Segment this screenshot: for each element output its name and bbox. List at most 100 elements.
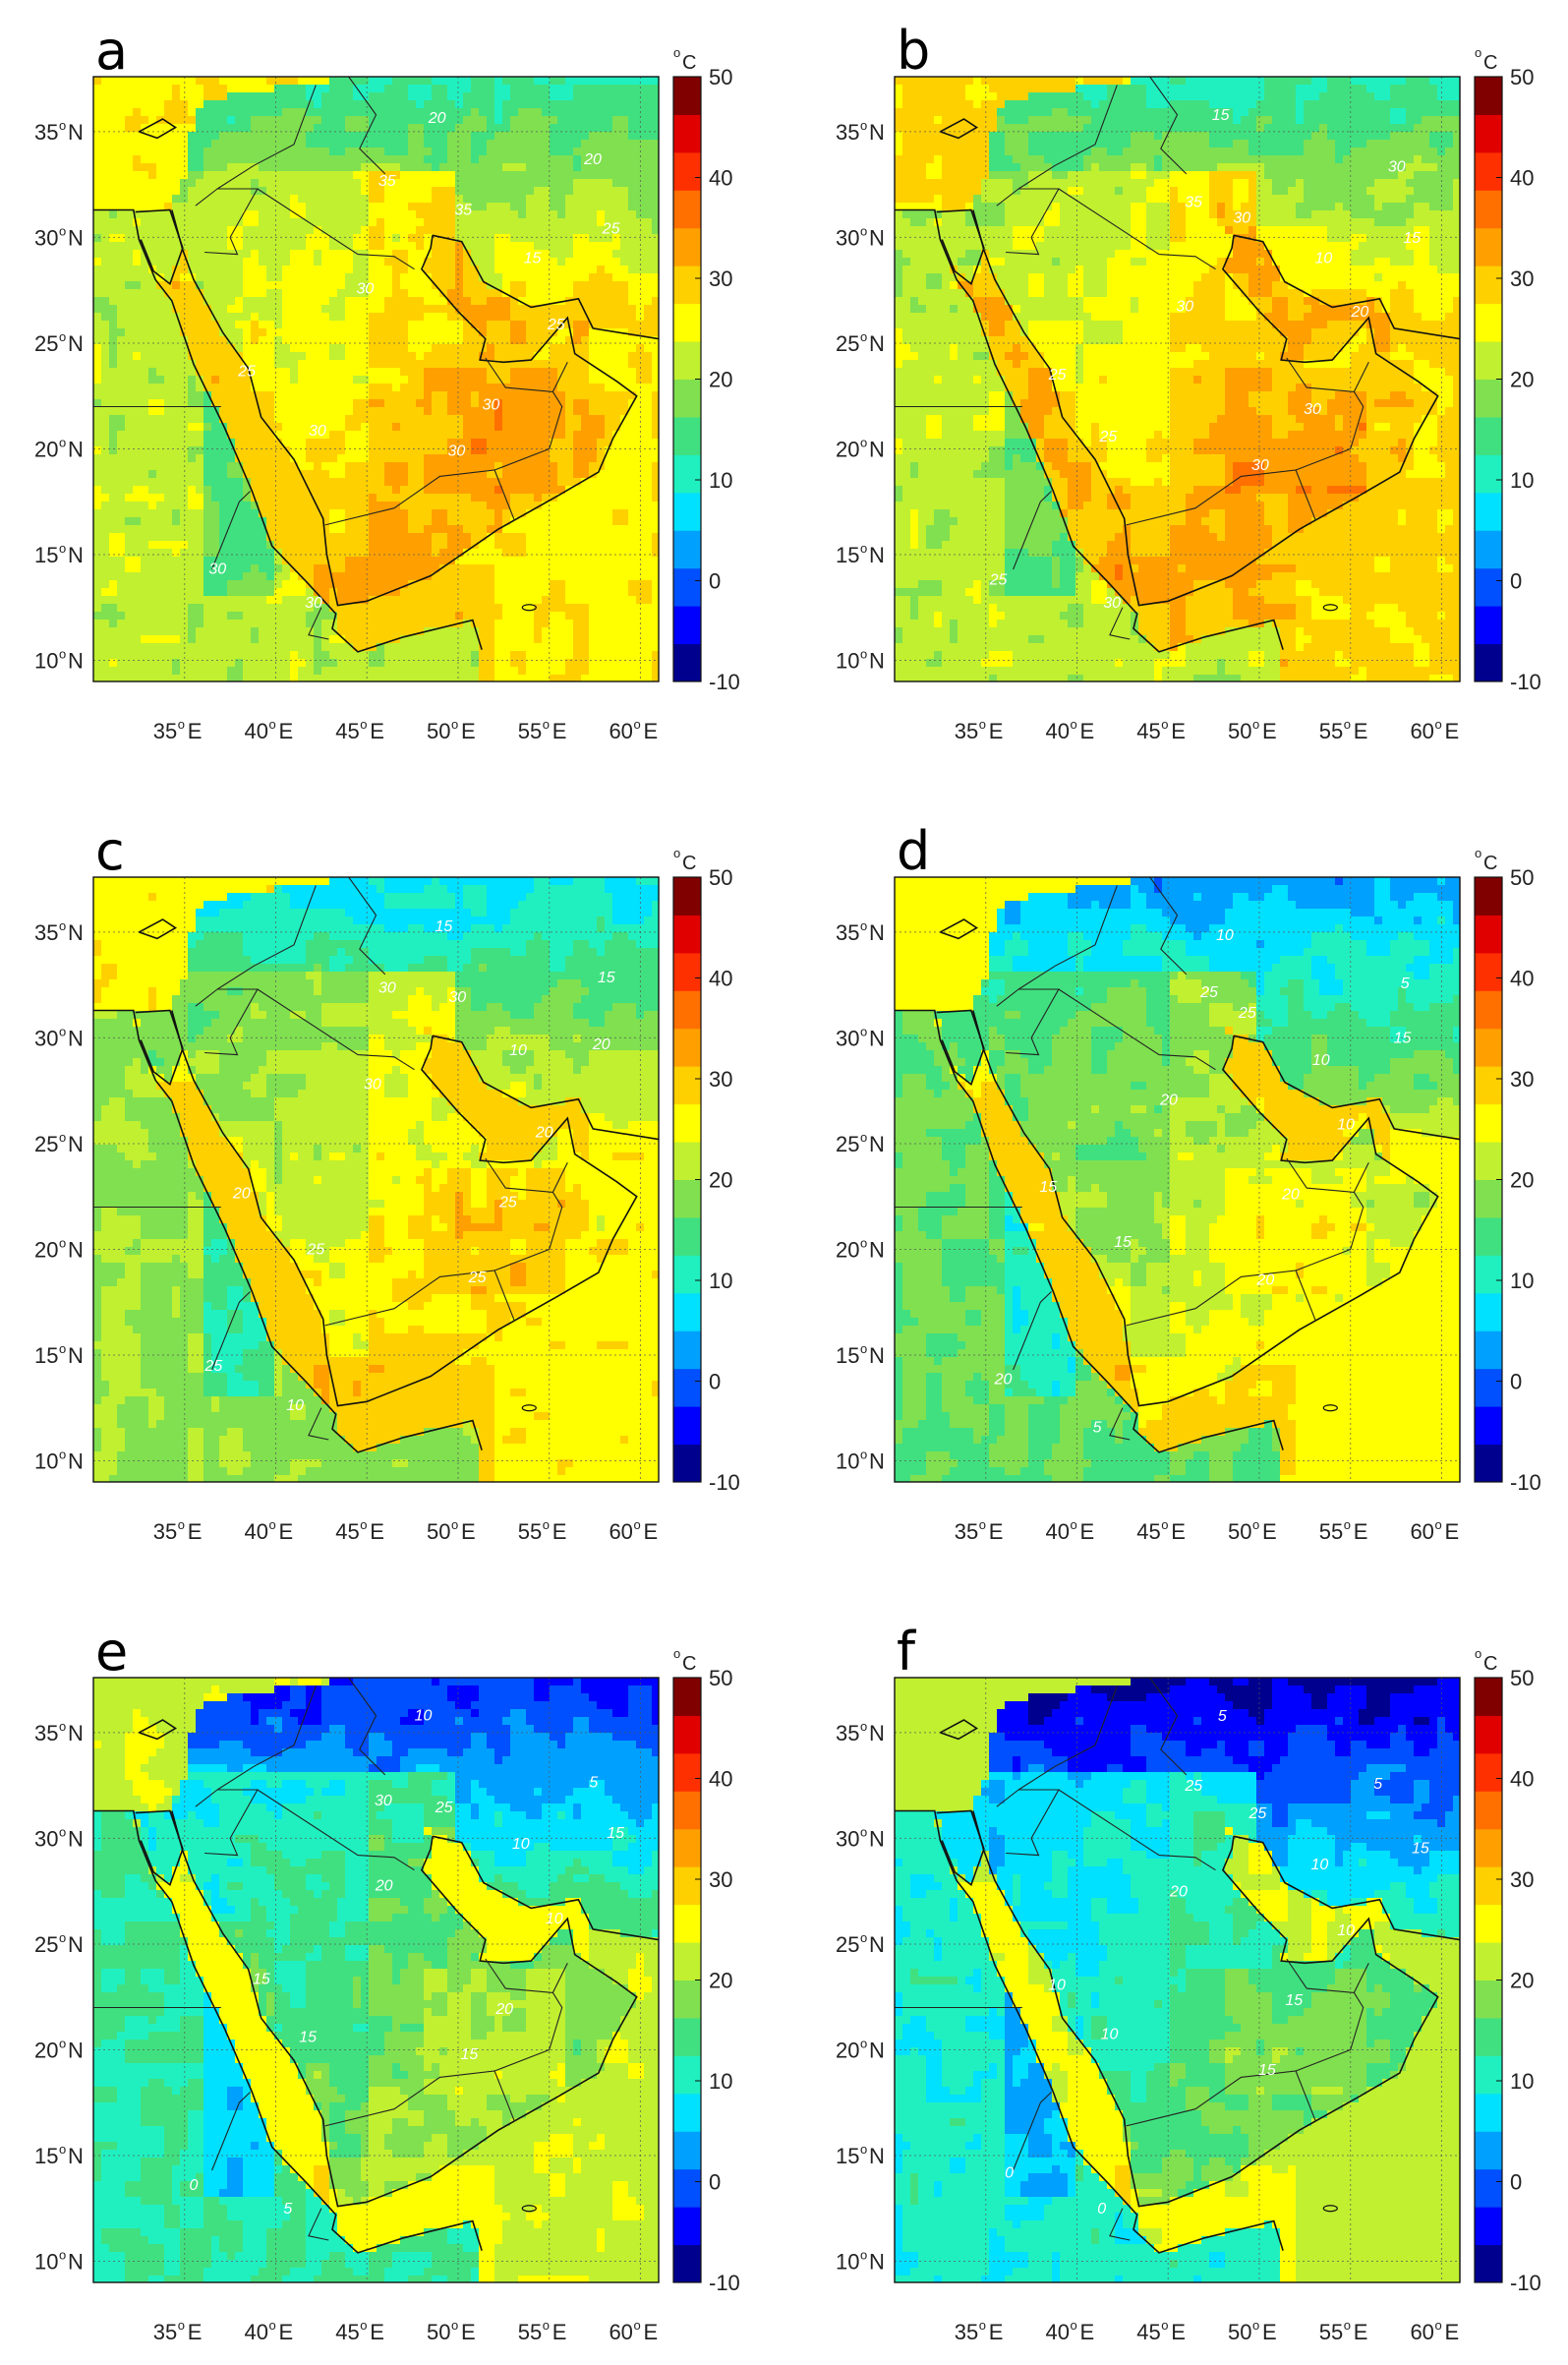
contour-label: 30 — [357, 280, 375, 297]
lat-tick-label: 35 o N — [34, 1719, 84, 1745]
lat-tick-label: 35 o N — [836, 918, 885, 945]
lon-tick-label: 35 o E — [955, 2318, 1004, 2344]
colorbar-segment — [1475, 1028, 1502, 1067]
lat-tick-label: 30 o N — [836, 223, 885, 250]
colorbar-tick-label: 10 — [709, 2069, 732, 2094]
colorbar-segment — [673, 530, 701, 569]
contour-label: 30 — [448, 989, 466, 1006]
colorbar-tick-label: 20 — [709, 1168, 732, 1193]
contour-label: 25 — [547, 317, 565, 333]
contour-label: 15 — [253, 1971, 270, 1987]
colorbar-tick-label: 10 — [1510, 468, 1534, 493]
lat-tick-label: 25 o N — [34, 329, 84, 356]
colorbar: 50 40 30 20 10 0 -10 o C — [1474, 45, 1541, 694]
colorbar-tick-label: 30 — [1510, 1067, 1534, 1092]
graticule — [93, 1678, 659, 2282]
lat-tick-label: 10 o N — [836, 2247, 885, 2274]
colorbar-tick-label: -10 — [709, 2271, 740, 2295]
country-borders — [93, 1678, 568, 2241]
colorbar-segment — [1475, 190, 1502, 229]
contour-label: 30 — [482, 396, 499, 413]
colorbar-segment — [673, 454, 701, 494]
lon-tick-label: 35 o E — [955, 1517, 1004, 1544]
colorbar-segment — [673, 1406, 701, 1446]
coastlines — [93, 1719, 659, 2254]
colorbar-segment — [1475, 1216, 1502, 1256]
colorbar-segment — [1475, 114, 1502, 153]
colorbar-segment — [673, 2017, 701, 2056]
contour-label: 25 — [306, 1241, 324, 1258]
colorbar-segment — [1475, 2207, 1502, 2246]
colorbar-segment — [673, 1752, 701, 1792]
coastlines — [895, 1719, 1460, 2254]
colorbar-segment — [1475, 1715, 1502, 1754]
contour-label: 10 — [1048, 1978, 1066, 1994]
contour-label: 20 — [1255, 1272, 1274, 1289]
lon-tick-label: 35 o E — [153, 2318, 203, 2344]
colorbar-segment — [673, 303, 701, 342]
contour-label: 25 — [498, 1194, 517, 1211]
colorbar-segment — [673, 2093, 701, 2132]
contour-label: 15 — [1258, 2062, 1276, 2079]
colorbar-tick-label: 0 — [1510, 569, 1522, 594]
colorbar-segment — [1475, 1678, 1502, 1716]
panel-b: 35 30 30 30 30 25 25 20 15 30 30 25 15 10 b 35 o N 30 o N 25 o… — [836, 20, 1541, 743]
lon-tick-label: 50 o E — [1228, 717, 1277, 743]
panel-letter: b — [897, 20, 930, 82]
map-frame — [894, 876, 1461, 1483]
colorbar-tick-label: -10 — [1510, 670, 1541, 694]
colorbar-segment — [673, 1103, 701, 1143]
colorbar-segment — [1475, 454, 1502, 494]
colorbar-segment — [1475, 2055, 1502, 2095]
lon-tick-label: 60 o E — [609, 1517, 658, 1544]
colorbar-segment — [1475, 2093, 1502, 2132]
colorbar-segment — [1475, 1444, 1502, 1483]
lat-tick-label: 30 o N — [34, 223, 84, 250]
colorbar-segment — [1475, 567, 1502, 607]
contour-label: 30 — [1176, 298, 1193, 315]
colorbar: 50 40 30 20 10 0 -10 o C — [672, 1646, 740, 2295]
contour-label: 15 — [460, 2046, 478, 2063]
colorbar-segment — [673, 114, 701, 153]
lon-tick-label: 55 o E — [518, 717, 567, 743]
lon-tick-label: 35 o E — [153, 717, 203, 743]
colorbar-segment — [673, 1292, 701, 1331]
lat-tick-label: 15 o N — [34, 1341, 84, 1368]
colorbar-tick-label: -10 — [1510, 2271, 1541, 2295]
contour-label: 30 — [364, 1077, 381, 1094]
colorbar-segment — [673, 915, 701, 954]
lon-tick-label: 45 o E — [335, 717, 384, 743]
lat-tick-label: 10 o N — [34, 1447, 84, 1473]
colorbar-tick-label: 30 — [709, 1067, 732, 1092]
contour-label: 10 — [286, 1397, 304, 1414]
contour-label: 30 — [1388, 158, 1406, 175]
colorbar-segment — [673, 1368, 701, 1407]
lat-tick-label: 25 o N — [836, 1130, 885, 1156]
island-socotra — [521, 2205, 537, 2213]
contour-label: 10 — [512, 1836, 530, 1853]
contour-label: 20 — [232, 1186, 251, 1203]
colorbar-segment — [673, 1255, 701, 1294]
colorbar-tick-label: 0 — [1510, 2170, 1522, 2195]
contour-label: 5 — [283, 2201, 292, 2217]
colorbar-segment — [673, 1142, 701, 1180]
contour-label: 15 — [1403, 230, 1421, 247]
temperature-field — [93, 877, 659, 1482]
colorbar-tick-label: 10 — [709, 468, 732, 493]
colorbar-tick-label: 0 — [709, 2170, 721, 2195]
colorbar-segment — [673, 2131, 701, 2170]
colorbar-tick-label: 20 — [709, 368, 732, 392]
contour-label: 30 — [208, 561, 226, 577]
coastlines — [93, 918, 659, 1453]
colorbar-tick-label: 30 — [1510, 266, 1534, 291]
panel-letter: c — [95, 820, 125, 882]
contour-label: 10 — [1216, 927, 1234, 944]
colorbar-segment — [673, 266, 701, 305]
colorbar-segment — [1475, 2131, 1502, 2170]
colorbar-segment — [1475, 1406, 1502, 1446]
